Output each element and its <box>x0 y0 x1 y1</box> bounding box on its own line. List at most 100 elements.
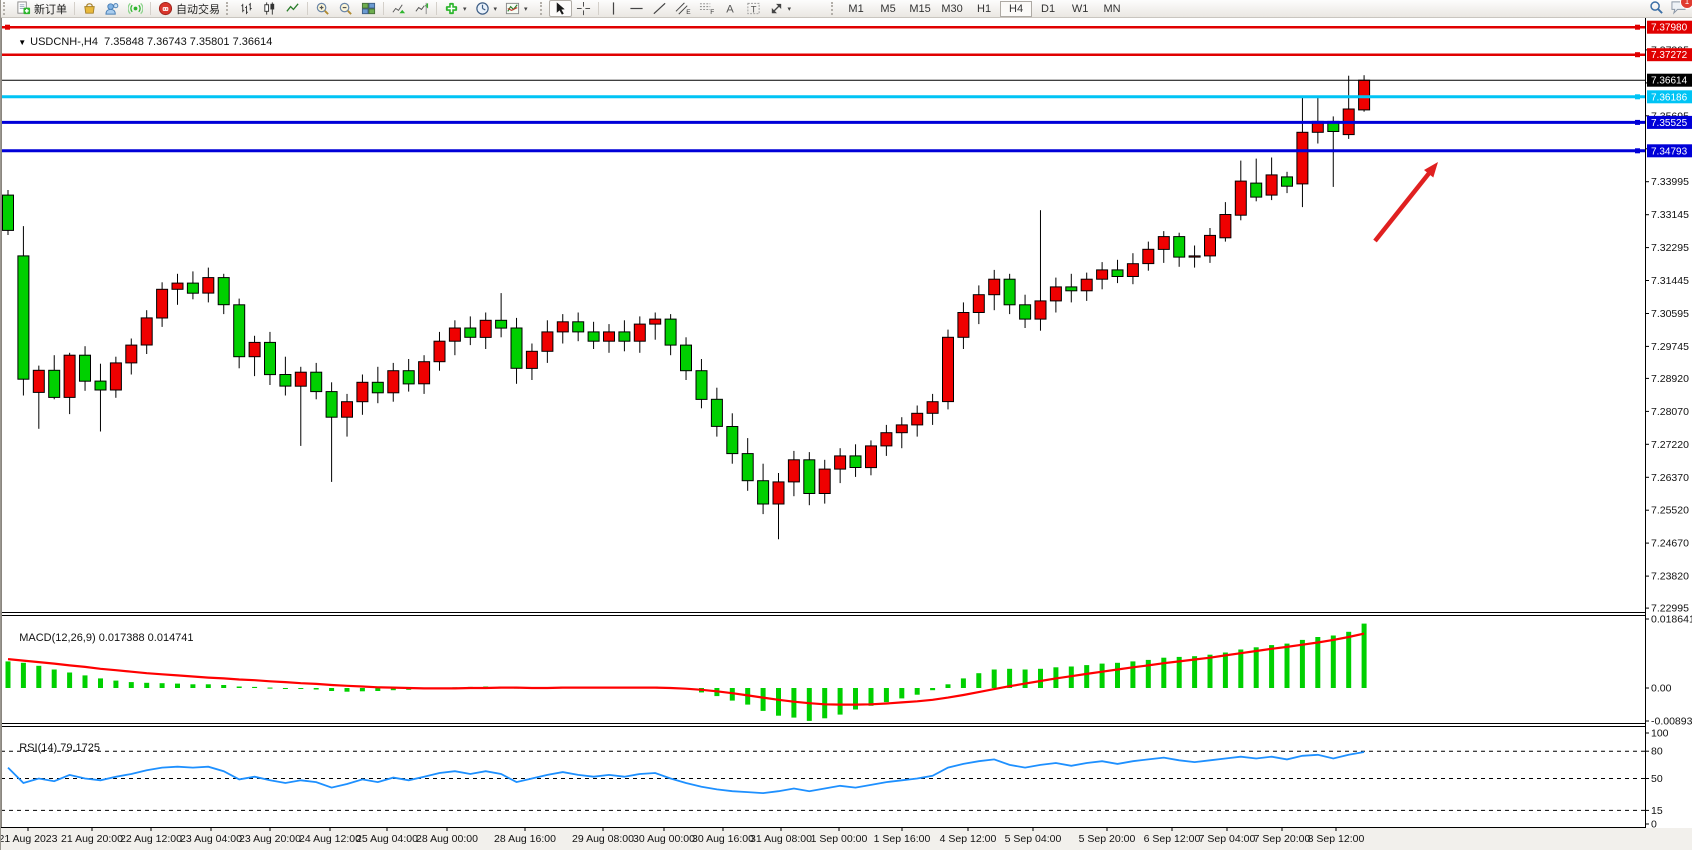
vertical-line-tool-button[interactable] <box>602 0 625 17</box>
community-button[interactable] <box>101 0 124 17</box>
rsi-name: RSI(14) <box>19 742 58 754</box>
fibonacci-tool-button[interactable]: F <box>695 0 719 17</box>
new-order-icon <box>16 1 31 16</box>
timeframe-button-h4[interactable]: H4 <box>1000 0 1033 17</box>
macd-indicator-label: MACD(12,26,9) 0.017388 0.014741 <box>7 620 193 656</box>
price-axis: 7.373957.365457.356957.348457.339957.331… <box>1645 44 1689 615</box>
arrows-tool-button[interactable]: ▾ <box>765 0 796 17</box>
macd-axis: 0.018641 0.00 -0.008934 <box>1645 614 1692 728</box>
svg-text:A: A <box>726 3 734 15</box>
cursor-tool-button[interactable] <box>548 0 572 17</box>
price-tags: 7.37980 7.37272 7.36614 7.36186 7.35525 7.347… <box>1647 20 1692 158</box>
equidistant-channel-tool-button[interactable]: E <box>671 0 695 17</box>
auto-scroll-button[interactable] <box>387 0 410 17</box>
toolbar-grip[interactable] <box>539 2 546 15</box>
indicators-icon <box>444 1 459 16</box>
market-button[interactable] <box>78 0 101 17</box>
svg-text:7.30595: 7.30595 <box>1651 308 1689 320</box>
toolbar-grip[interactable] <box>831 2 837 15</box>
svg-text:21 Aug 20:00: 21 Aug 20:00 <box>61 833 123 845</box>
timeframe-button-m30[interactable]: M30 <box>941 2 963 15</box>
equidistant-channel-icon: E <box>675 1 691 16</box>
chart-shift-button[interactable] <box>410 0 433 17</box>
svg-text:7.36186: 7.36186 <box>1651 92 1688 103</box>
svg-text:-0.008934: -0.008934 <box>1651 716 1692 728</box>
timeframe-button-m5[interactable]: M5 <box>880 2 896 15</box>
rsi-value: 79.1725 <box>60 742 100 754</box>
community-icon <box>105 1 120 16</box>
chart-symbol-period: USDCNH-,H4 <box>30 36 98 48</box>
svg-text:31 Aug 08:00: 31 Aug 08:00 <box>750 833 812 845</box>
timeframe-button-d1[interactable]: D1 <box>1041 2 1056 15</box>
templates-icon <box>505 1 520 16</box>
svg-text:T: T <box>750 4 756 14</box>
horizontal-line-tool-button[interactable] <box>625 0 648 17</box>
svg-text:7.29745: 7.29745 <box>1651 341 1689 353</box>
rsi-axis: 100 80 50 15 0 <box>1645 728 1669 831</box>
horizontal-lines[interactable] <box>1 24 1645 154</box>
panel-borders <box>1 18 1646 828</box>
timeframe-group: M1 M5 M15 M30 H1 H4 D1 W1 MN <box>840 0 1128 17</box>
chart-shift-icon <box>414 1 429 16</box>
chat-badge: 1 <box>1680 0 1692 9</box>
svg-text:23 Aug 04:00: 23 Aug 04:00 <box>180 833 242 845</box>
svg-text:1 Sep 16:00: 1 Sep 16:00 <box>874 833 931 845</box>
svg-text:7.25520: 7.25520 <box>1651 505 1689 517</box>
timeframe-button-w1[interactable]: W1 <box>1071 2 1089 15</box>
text-tool-button[interactable]: A <box>719 0 742 17</box>
svg-text:8 Sep 12:00: 8 Sep 12:00 <box>1308 833 1365 845</box>
trendline-icon <box>652 1 667 16</box>
date-strip <box>1 828 1692 850</box>
svg-text:7.31445: 7.31445 <box>1651 275 1689 287</box>
timeframe-button-m15[interactable]: M15 <box>909 2 931 15</box>
timeframe-button-h1[interactable]: H1 <box>977 2 992 15</box>
timeframe-button-mn[interactable]: MN <box>1103 2 1121 15</box>
svg-text:7.33145: 7.33145 <box>1651 209 1689 221</box>
svg-text:0: 0 <box>1651 819 1657 831</box>
periods-button[interactable]: ▾ <box>471 0 502 17</box>
text-tool-icon: A <box>723 1 738 16</box>
zoom-out-button[interactable] <box>334 0 357 17</box>
line-chart-button[interactable] <box>281 0 304 17</box>
crosshair-tool-button[interactable] <box>572 0 595 17</box>
tile-windows-button[interactable] <box>357 0 380 17</box>
symbol-dropdown-icon[interactable]: ▼ <box>18 38 27 47</box>
bar-chart-button[interactable] <box>235 0 258 17</box>
signals-button[interactable] <box>124 0 147 17</box>
vertical-line-icon <box>606 1 621 16</box>
periods-dropdown-caret: ▾ <box>493 5 498 13</box>
arrows-dropdown-caret: ▾ <box>787 5 792 13</box>
svg-text:7.34793: 7.34793 <box>1651 146 1688 157</box>
new-order-label: 新订单 <box>34 3 67 16</box>
indicators-button[interactable]: ▾ <box>440 0 471 17</box>
candlestick-chart-button[interactable] <box>258 0 281 17</box>
svg-text:0.018641: 0.018641 <box>1651 614 1692 626</box>
svg-text:7.24670: 7.24670 <box>1651 538 1689 550</box>
svg-text:7.36614: 7.36614 <box>1651 76 1688 87</box>
zoom-in-button[interactable] <box>311 0 334 17</box>
cursor-icon <box>553 1 568 16</box>
toolbar-grip[interactable] <box>226 2 232 15</box>
svg-text:5 Sep 04:00: 5 Sep 04:00 <box>1005 833 1062 845</box>
timeframe-button-m1[interactable]: M1 <box>848 2 864 15</box>
chat-icon[interactable]: 1 <box>1670 0 1692 18</box>
annotation-arrow[interactable] <box>1373 162 1438 243</box>
horizontal-line-icon <box>629 1 644 16</box>
svg-text:7.35525: 7.35525 <box>1651 118 1688 129</box>
new-order-button[interactable]: 新订单 <box>12 0 71 17</box>
templates-button[interactable]: ▾ <box>501 0 532 17</box>
label-tool-button[interactable]: T <box>742 0 765 17</box>
svg-text:22 Aug 12:00: 22 Aug 12:00 <box>120 833 182 845</box>
autotrade-button[interactable]: 自动交易 <box>154 0 224 17</box>
macd-signal-line <box>7 632 1365 706</box>
chart-title-bar[interactable]: ▼ USDCNH-,H4 7.35848 7.36743 7.35801 7.36… <box>6 24 272 60</box>
trendline-tool-button[interactable] <box>648 0 671 17</box>
indicators-dropdown-caret: ▾ <box>463 5 467 13</box>
svg-text:7.37980: 7.37980 <box>1651 23 1688 34</box>
svg-text:7.37272: 7.37272 <box>1651 50 1688 61</box>
search-icon[interactable] <box>1649 0 1664 18</box>
toolbar-grip[interactable] <box>3 2 9 15</box>
svg-text:21 Aug 2023: 21 Aug 2023 <box>1 833 58 845</box>
